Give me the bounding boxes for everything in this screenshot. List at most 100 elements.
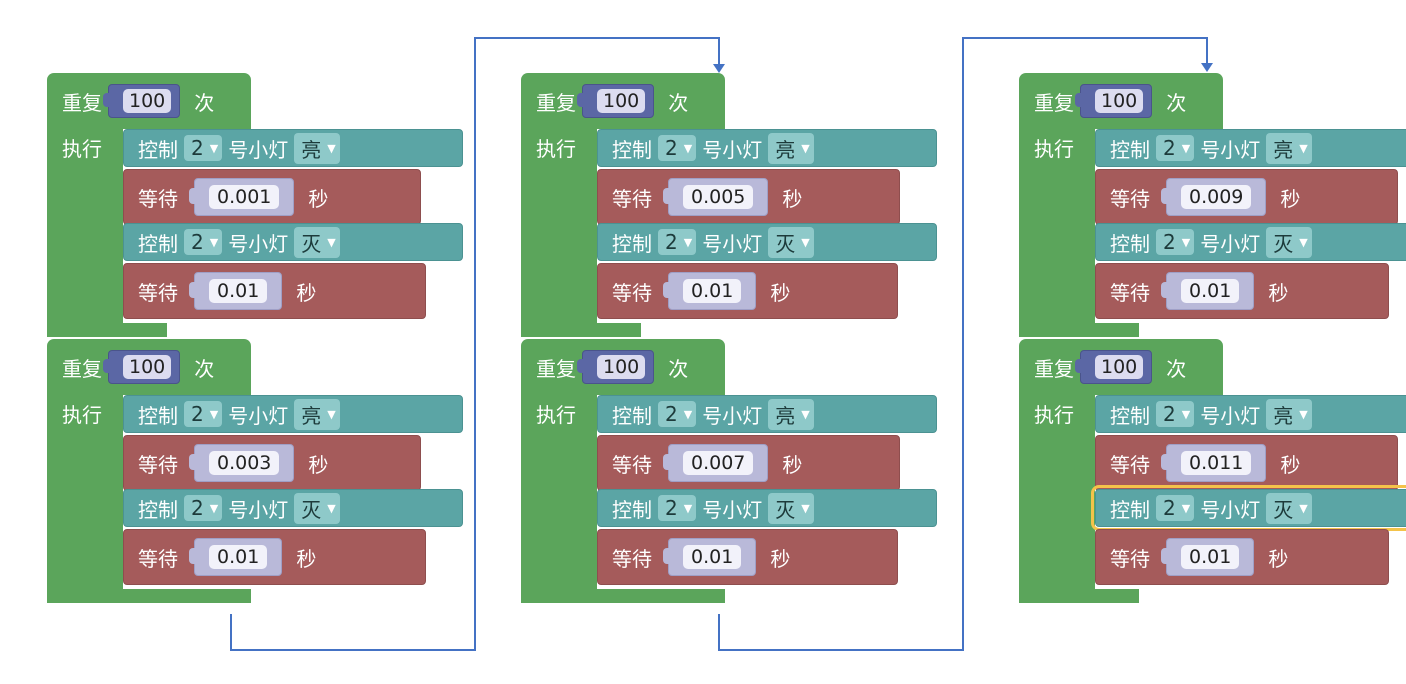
wait-duration-input[interactable]: 0.01 <box>188 538 283 576</box>
wait-duration-input[interactable]: 0.01 <box>188 272 283 310</box>
lamp-label: 号小灯 <box>228 497 289 522</box>
seconds-label: 秒 <box>1268 280 1289 305</box>
wait-block[interactable]: 等待 0.007 秒 <box>597 435 900 491</box>
control-lamp-on-block[interactable]: 控制 2 ▼ 号小灯 亮 ▼ <box>597 129 937 167</box>
wait-duration-input[interactable]: 0.01 <box>662 538 757 576</box>
control-label: 控制 <box>1110 403 1150 428</box>
state-value: 亮 <box>775 137 796 162</box>
control-lamp-on-block[interactable]: 控制 2 ▼ 号小灯 亮 ▼ <box>597 395 937 433</box>
repeat-header[interactable]: 重复 100 次 <box>47 339 251 395</box>
pin-dropdown[interactable]: 2 ▼ <box>658 135 697 161</box>
seconds-label: 秒 <box>782 186 803 211</box>
repeat-header[interactable]: 重复 100 次 <box>47 73 251 129</box>
lamp-label: 号小灯 <box>702 137 763 162</box>
repeat-count-input[interactable]: 100 <box>102 84 181 118</box>
wait-block[interactable]: 等待 0.011 秒 <box>1095 435 1398 491</box>
control-label: 控制 <box>138 403 178 428</box>
pin-dropdown[interactable]: 2 ▼ <box>1156 495 1195 521</box>
wait-block[interactable]: 等待 0.01 秒 <box>597 263 898 319</box>
triangle-down-icon: ▼ <box>801 235 810 249</box>
triangle-down-icon: ▼ <box>801 501 810 515</box>
repeat-count-input[interactable]: 100 <box>576 84 655 118</box>
repeat-header[interactable]: 重复 100 次 <box>1019 339 1223 395</box>
state-dropdown[interactable]: 亮 ▼ <box>1266 132 1312 164</box>
wait-duration-input[interactable]: 0.01 <box>662 272 757 310</box>
state-dropdown[interactable]: 灭 ▼ <box>768 226 814 258</box>
repeat-footer <box>1019 323 1139 337</box>
pin-dropdown[interactable]: 2 ▼ <box>184 495 223 521</box>
wait-duration-input[interactable]: 0.003 <box>188 444 295 482</box>
wait-duration-input[interactable]: 0.001 <box>188 178 295 216</box>
control-lamp-on-block[interactable]: 控制 2 ▼ 号小灯 亮 ▼ <box>123 129 463 167</box>
repeat-header[interactable]: 重复 100 次 <box>1019 73 1223 129</box>
wait-block[interactable]: 等待 0.01 秒 <box>123 263 426 319</box>
state-dropdown[interactable]: 灭 ▼ <box>294 492 340 524</box>
wait-block[interactable]: 等待 0.005 秒 <box>597 169 900 225</box>
wait-label: 等待 <box>138 280 178 305</box>
wait-block[interactable]: 等待 0.001 秒 <box>123 169 421 225</box>
repeat-count-input[interactable]: 100 <box>102 350 181 384</box>
pin-dropdown[interactable]: 2 ▼ <box>184 401 223 427</box>
control-lamp-on-block[interactable]: 控制 2 ▼ 号小灯 亮 ▼ <box>1095 395 1406 433</box>
pin-dropdown[interactable]: 2 ▼ <box>658 495 697 521</box>
pin-dropdown[interactable]: 2 ▼ <box>1156 229 1195 255</box>
wait-label: 等待 <box>612 280 652 305</box>
state-dropdown[interactable]: 亮 ▼ <box>294 132 340 164</box>
wait-duration-input[interactable]: 0.005 <box>662 178 769 216</box>
control-lamp-off-block[interactable]: 控制 2 ▼ 号小灯 灭 ▼ <box>1091 485 1406 531</box>
state-dropdown[interactable]: 灭 ▼ <box>1266 226 1312 258</box>
repeat-label: 重复 <box>536 356 576 381</box>
wait-duration-value: 0.007 <box>683 451 754 475</box>
repeat-count-input[interactable]: 100 <box>1074 84 1153 118</box>
wait-label: 等待 <box>1110 452 1150 477</box>
state-dropdown[interactable]: 灭 ▼ <box>294 226 340 258</box>
control-lamp-off-block[interactable]: 控制 2 ▼ 号小灯 灭 ▼ <box>597 223 937 261</box>
repeat-label: 重复 <box>536 90 576 115</box>
control-lamp-on-block[interactable]: 控制 2 ▼ 号小灯 亮 ▼ <box>1095 129 1406 167</box>
wait-duration-input[interactable]: 0.011 <box>1160 444 1267 482</box>
state-dropdown[interactable]: 灭 ▼ <box>1266 492 1312 524</box>
control-lamp-off-block[interactable]: 控制 2 ▼ 号小灯 灭 ▼ <box>123 223 463 261</box>
wait-block[interactable]: 等待 0.009 秒 <box>1095 169 1398 225</box>
wait-duration-input[interactable]: 0.007 <box>662 444 769 482</box>
pin-dropdown[interactable]: 2 ▼ <box>184 135 223 161</box>
repeat-header[interactable]: 重复 100 次 <box>521 73 725 129</box>
wait-duration-input[interactable]: 0.01 <box>1160 538 1255 576</box>
pin-dropdown[interactable]: 2 ▼ <box>184 229 223 255</box>
wait-label: 等待 <box>138 452 178 477</box>
state-dropdown[interactable]: 亮 ▼ <box>294 398 340 430</box>
pin-dropdown[interactable]: 2 ▼ <box>658 401 697 427</box>
state-dropdown[interactable]: 亮 ▼ <box>1266 398 1312 430</box>
wait-duration-input[interactable]: 0.009 <box>1160 178 1267 216</box>
state-dropdown[interactable]: 亮 ▼ <box>768 132 814 164</box>
pin-dropdown[interactable]: 2 ▼ <box>1156 135 1195 161</box>
wait-block[interactable]: 等待 0.01 秒 <box>597 529 898 585</box>
state-value: 灭 <box>1273 231 1294 256</box>
wait-block[interactable]: 等待 0.003 秒 <box>123 435 421 491</box>
repeat-body-rail: 执行 <box>47 129 123 337</box>
control-lamp-off-block[interactable]: 控制 2 ▼ 号小灯 灭 ▼ <box>123 489 463 527</box>
pin-value: 2 <box>1163 402 1176 426</box>
pin-dropdown[interactable]: 2 ▼ <box>1156 401 1195 427</box>
state-dropdown[interactable]: 灭 ▼ <box>768 492 814 524</box>
state-dropdown[interactable]: 亮 ▼ <box>768 398 814 430</box>
control-lamp-on-block[interactable]: 控制 2 ▼ 号小灯 亮 ▼ <box>123 395 463 433</box>
wait-block[interactable]: 等待 0.01 秒 <box>1095 263 1389 319</box>
repeat-body-rail: 执行 <box>1019 395 1095 603</box>
wait-block[interactable]: 等待 0.01 秒 <box>1095 529 1389 585</box>
pin-dropdown[interactable]: 2 ▼ <box>658 229 697 255</box>
triangle-down-icon: ▼ <box>327 407 336 421</box>
pin-value: 2 <box>665 496 678 520</box>
control-lamp-off-block[interactable]: 控制 2 ▼ 号小灯 灭 ▼ <box>1095 223 1406 261</box>
control-lamp-off-block[interactable]: 控制 2 ▼ 号小灯 灭 ▼ <box>597 489 937 527</box>
repeat-count-input[interactable]: 100 <box>576 350 655 384</box>
wait-duration-input[interactable]: 0.01 <box>1160 272 1255 310</box>
wait-block[interactable]: 等待 0.01 秒 <box>123 529 426 585</box>
wait-label: 等待 <box>612 186 652 211</box>
repeat-count-input[interactable]: 100 <box>1074 350 1153 384</box>
repeat-count-value: 100 <box>123 355 172 379</box>
repeat-header[interactable]: 重复 100 次 <box>521 339 725 395</box>
do-label: 执行 <box>1034 403 1074 427</box>
wait-duration-value: 0.011 <box>1181 451 1252 475</box>
